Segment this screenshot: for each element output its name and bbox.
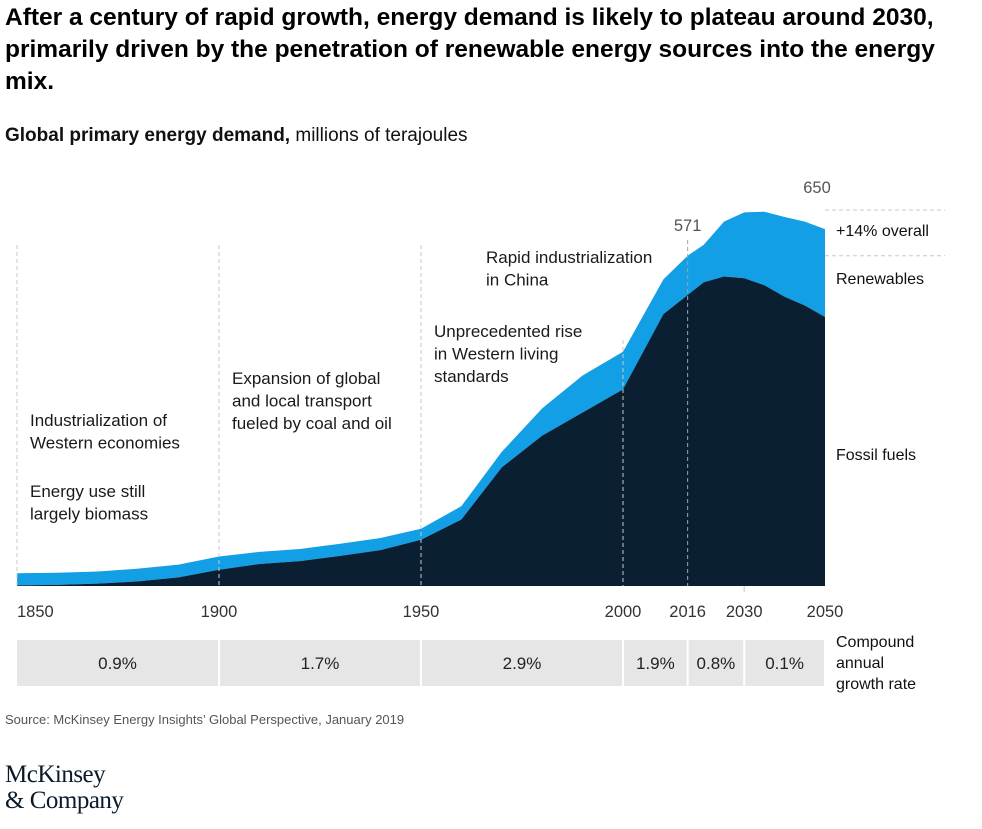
mckinsey-logo: McKinsey & Company (5, 761, 124, 814)
headline: After a century of rapid growth, energy … (5, 4, 935, 95)
legend-renewables: Renewables (836, 271, 924, 288)
legend-overall-change: +14% overall (836, 223, 929, 240)
annotation-4-line-1: Unprecedented rise (434, 322, 582, 341)
subtitle-units: millions of terajoules (290, 125, 468, 146)
logo-line-1: McKinsey (5, 761, 106, 788)
energy-demand-chart: 571 650 +14% overall Renewables Fossil fuels… (16, 179, 945, 693)
x-tick-2050: 2050 (807, 603, 844, 621)
cagr-cell-2030-2050 (745, 640, 824, 686)
renewables-area (17, 211, 825, 586)
cagr-cell-2000-2016 (624, 640, 687, 686)
annotation-4-line-3: standards (434, 367, 509, 386)
annotation-3-line-2: and local transport (232, 392, 372, 411)
annotation-3-line-3: fueled by coal and oil (232, 414, 392, 433)
x-tick-1900: 1900 (201, 603, 238, 621)
annotation-3-line-1: Expansion of global (232, 369, 380, 388)
chart-subtitle: Global primary energy demand, millions o… (5, 125, 468, 147)
value-label-2016: 571 (674, 217, 702, 235)
cagr-cell-2016-2030 (688, 640, 744, 686)
x-tick-1950: 1950 (403, 603, 440, 621)
annotation-4-line-2: in Western living (434, 345, 558, 364)
x-tick-2030: 2030 (726, 603, 763, 621)
annotation-2-line-2: largely biomass (30, 505, 148, 524)
source-note: Source: McKinsey Energy Insights’ Global… (5, 712, 405, 727)
x-tick-2000: 2000 (605, 603, 642, 621)
cagr-value-2016-2030: 0.8% (697, 654, 736, 673)
cagr-label-line-3: growth rate (836, 676, 916, 693)
value-label-2050: 650 (803, 179, 831, 197)
annotation-1-line-1: Industrialization of (30, 411, 167, 430)
cagr-value-1900-1950: 1.7% (301, 654, 340, 673)
x-tick-2016: 2016 (669, 603, 706, 621)
subtitle-bold: Global primary energy demand, (5, 125, 291, 146)
cagr-label-line-1: Compound (836, 634, 914, 651)
annotation-5-line-2: in China (486, 271, 549, 290)
cagr-cell-1850-1900 (17, 640, 218, 686)
cagr-value-2000-2016: 1.9% (636, 654, 675, 673)
annotation-1-line-2: Western economies (30, 434, 180, 453)
cagr-cell-1950-2000 (422, 640, 622, 686)
annotation-5-line-1: Rapid industrialization (486, 248, 652, 267)
cagr-value-1850-1900: 0.9% (98, 654, 137, 673)
cagr-value-2030-2050: 0.1% (765, 654, 804, 673)
logo-line-2: & Company (5, 787, 124, 814)
legend-fossil-fuels: Fossil fuels (836, 447, 916, 464)
annotation-2-line-1: Energy use still (30, 482, 145, 501)
x-tick-1850: 1850 (17, 603, 54, 621)
cagr-value-1950-2000: 2.9% (503, 654, 542, 673)
cagr-cell-1900-1950 (220, 640, 420, 686)
cagr-label-line-2: annual (836, 655, 884, 672)
